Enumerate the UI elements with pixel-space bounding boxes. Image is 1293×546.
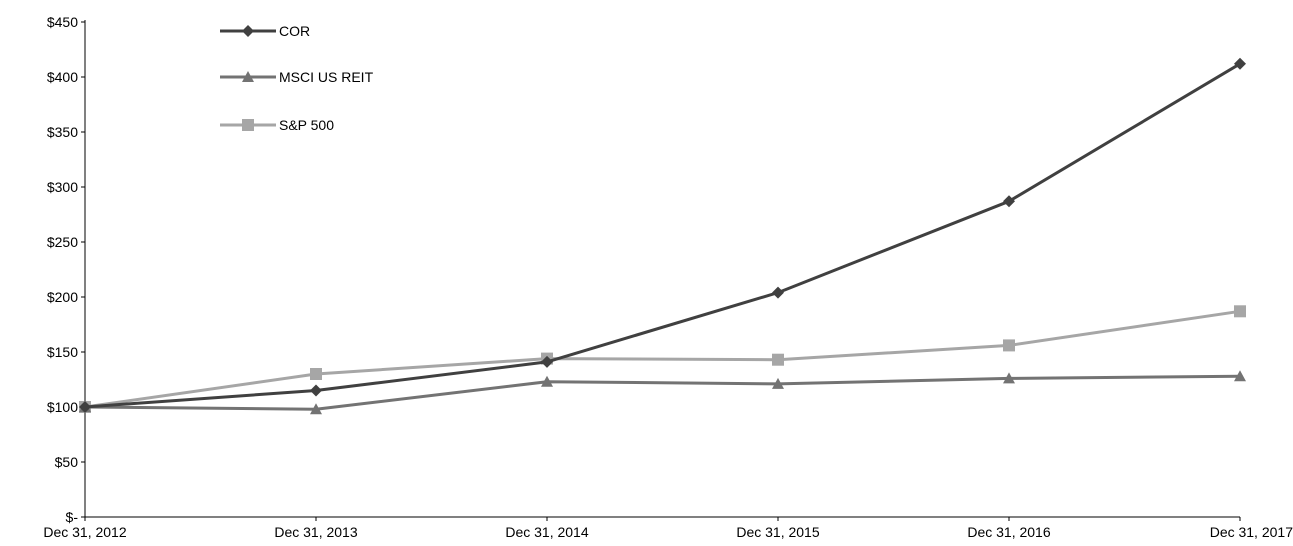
diamond-marker [242,25,254,37]
x-tick-label: Dec 31, 2012 [43,524,126,540]
x-tick-label: Dec 31, 2016 [967,524,1050,540]
y-tick-label: $50 [55,454,79,470]
legend-label: S&P 500 [279,117,334,133]
series-line [84,62,1241,409]
y-tick-label: $150 [47,344,78,360]
square-marker [1003,339,1015,352]
x-tick-label: Dec 31, 2015 [736,524,819,540]
series-layer [79,57,1246,415]
y-tick-label: $350 [47,124,78,140]
triangle-marker [772,377,784,389]
square-marker [1234,305,1246,318]
diamond-marker [1234,57,1246,70]
y-tick-label: $100 [47,399,78,415]
square-marker [772,353,784,366]
x-tick-labels: Dec 31, 2012 Dec 31, 2013 Dec 31, 2014 Dec … [43,517,1293,540]
legend-item: S&P 500 [220,117,334,133]
diamond-marker [79,401,91,413]
series-msci-us-reit [79,370,1246,415]
y-tick-label: $300 [47,179,78,195]
y-tick-label: $400 [47,69,78,85]
y-tick-label: $- [66,509,79,525]
legend: COR MSCI US REIT S&P 500 [220,23,374,133]
triangle-marker [1003,372,1015,384]
triangle-marker [1234,370,1246,382]
triangle-marker [541,375,553,387]
series-line [84,309,1241,409]
legend-label: MSCI US REIT [279,69,374,85]
diamond-marker [1003,195,1015,208]
x-tick-label: Dec 31, 2013 [274,524,357,540]
triangle-marker [242,71,254,82]
axes [84,20,1240,518]
diamond-marker [310,384,322,397]
diamond-marker [541,355,553,368]
y-tick-label: $200 [47,289,78,305]
x-tick-label: Dec 31, 2017 [1210,524,1293,540]
series-line [84,374,1241,411]
y-tick-labels: $- $50 $100 $150 $200 $250 $300 $350 $400 $450 [47,14,85,525]
legend-item: COR [220,23,310,39]
square-marker [242,119,254,131]
diamond-marker [772,286,784,299]
series-s-p-500 [79,305,1246,413]
legend-label: COR [279,23,310,39]
y-tick-label: $250 [47,234,78,250]
legend-item: MSCI US REIT [220,69,374,85]
y-tick-label: $450 [47,14,78,30]
series-cor [79,57,1246,413]
x-tick-label: Dec 31, 2014 [505,524,588,540]
square-marker [310,368,322,380]
triangle-marker [310,403,322,415]
